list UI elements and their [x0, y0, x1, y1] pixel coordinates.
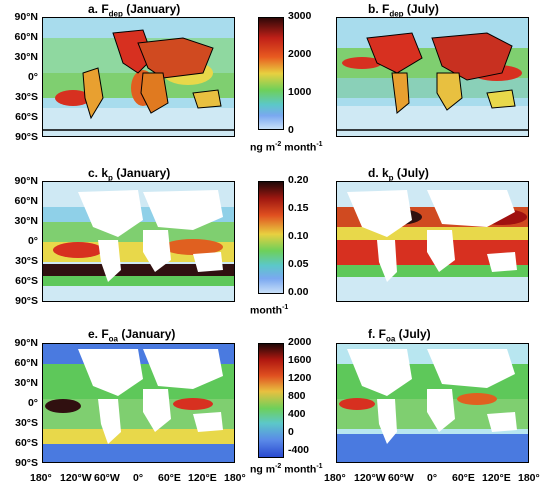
- colorbar-tick: 0.10: [288, 230, 309, 242]
- lat-label: 90°S: [15, 131, 38, 143]
- colorbar-tick: 2000: [288, 48, 312, 60]
- colorbar-foa: [258, 343, 284, 458]
- colorbar-tick: 400: [288, 408, 306, 420]
- colorbar-tick: 0.15: [288, 202, 309, 214]
- colorbar-kp: [258, 181, 284, 294]
- lat-label: 30°S: [15, 91, 38, 103]
- panel-title-d: d. kp (July): [368, 166, 429, 183]
- panel-title-c: c. kp (January): [88, 166, 171, 183]
- lon-label: 0°: [427, 472, 438, 484]
- lat-label: 60°N: [14, 31, 38, 43]
- colorbar-tick: 1200: [288, 372, 312, 384]
- lat-label: 90°N: [14, 11, 38, 23]
- lat-label: 0°: [27, 71, 38, 83]
- lat-label: 30°S: [15, 417, 38, 429]
- lat-label: 90°N: [14, 175, 38, 187]
- lat-label: 30°N: [14, 377, 38, 389]
- colorbar-tick: 0: [288, 124, 294, 136]
- lat-label: 60°N: [14, 357, 38, 369]
- colorbar-tick: 3000: [288, 10, 312, 22]
- lat-label: 60°N: [14, 195, 38, 207]
- colorbar-tick: 0.05: [288, 258, 309, 270]
- lon-label: 60°W: [94, 472, 120, 484]
- lat-label: 30°N: [14, 51, 38, 63]
- lon-label: 120°E: [188, 472, 217, 484]
- colorbar-tick: 0: [288, 426, 294, 438]
- map-panel-a: [42, 17, 235, 137]
- map-panel-c: [42, 181, 235, 302]
- lat-label: 30°N: [14, 215, 38, 227]
- lat-label: 0°: [27, 397, 38, 409]
- lat-label: 60°S: [15, 111, 38, 123]
- lat-label: 90°S: [15, 457, 38, 469]
- colorbar-unit: month-1: [250, 304, 289, 317]
- lat-label: 60°S: [15, 275, 38, 287]
- lon-label: 60°E: [452, 472, 475, 484]
- colorbar-tick: 0.20: [288, 174, 309, 186]
- lon-label: 180°: [324, 472, 346, 484]
- panel-title-f: f. Foa (July): [368, 327, 431, 344]
- lat-label: 60°S: [15, 437, 38, 449]
- map-panel-d: [336, 181, 529, 302]
- colorbar-tick: 1600: [288, 354, 312, 366]
- panel-title-a: a. Fdep (January): [88, 2, 181, 19]
- panel-title-e: e. Foa (January): [88, 327, 176, 344]
- lon-label: 60°E: [158, 472, 181, 484]
- colorbar-unit: ng m-2 month-1: [250, 463, 323, 476]
- lat-label: 90°N: [14, 337, 38, 349]
- lon-label: 60°W: [388, 472, 414, 484]
- colorbar-unit: ng m-2 month-1: [250, 141, 323, 154]
- colorbar-fdep: [258, 17, 284, 130]
- lon-label: 180°: [30, 472, 52, 484]
- map-panel-f: [336, 343, 529, 463]
- lon-label: 180°: [224, 472, 246, 484]
- lon-label: 120°W: [60, 472, 92, 484]
- colorbar-tick: 0.00: [288, 286, 309, 298]
- lon-label: 0°: [133, 472, 144, 484]
- map-panel-e: [42, 343, 235, 463]
- lat-label: 90°S: [15, 295, 38, 307]
- colorbar-tick: 1000: [288, 86, 312, 98]
- panel-title-b: b. Fdep (July): [368, 2, 439, 19]
- lat-label: 30°S: [15, 255, 38, 267]
- lon-label: 180°: [518, 472, 540, 484]
- colorbar-tick: 2000: [288, 336, 312, 348]
- map-panel-b: [336, 17, 529, 137]
- colorbar-tick: 800: [288, 390, 306, 402]
- colorbar-tick: -400: [288, 444, 310, 456]
- lon-label: 120°E: [482, 472, 511, 484]
- lat-label: 0°: [27, 235, 38, 247]
- lon-label: 120°W: [354, 472, 386, 484]
